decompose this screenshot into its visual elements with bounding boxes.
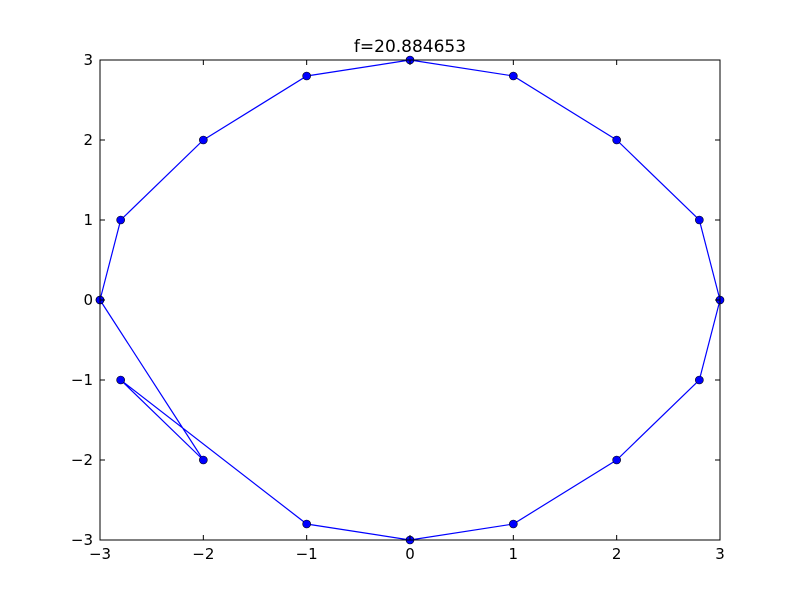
x-tick-label: −2 <box>192 545 214 563</box>
y-tick-label: −3 <box>71 531 93 549</box>
data-point <box>116 375 125 385</box>
data-point <box>612 135 621 145</box>
y-tick-label: 1 <box>83 211 93 229</box>
y-tick-label: 2 <box>83 131 93 149</box>
x-tick-label: −3 <box>89 545 111 563</box>
y-tick-label: 0 <box>83 291 93 309</box>
data-point <box>509 71 518 81</box>
x-tick-label: −1 <box>296 545 318 563</box>
x-tick-label: 1 <box>509 545 519 563</box>
data-point <box>302 71 311 81</box>
x-tick-label: 2 <box>612 545 622 563</box>
data-point <box>695 215 704 225</box>
x-tick-label: 0 <box>405 545 415 563</box>
y-tick-label: −1 <box>71 371 93 389</box>
x-tick-label: 3 <box>715 545 725 563</box>
data-point <box>509 519 518 529</box>
y-tick-label: −2 <box>71 451 93 469</box>
data-point <box>199 135 208 145</box>
data-point <box>302 519 311 529</box>
data-point <box>612 455 621 465</box>
chart-title: f=20.884653 <box>354 37 466 57</box>
data-point <box>695 375 704 385</box>
axes-layer: −3 −2 −1 0 1 2 3 −3 −2 −1 0 1 2 3 <box>71 51 725 563</box>
y-tick-label: 3 <box>83 51 93 69</box>
data-point <box>199 455 208 465</box>
data-point <box>116 215 125 225</box>
